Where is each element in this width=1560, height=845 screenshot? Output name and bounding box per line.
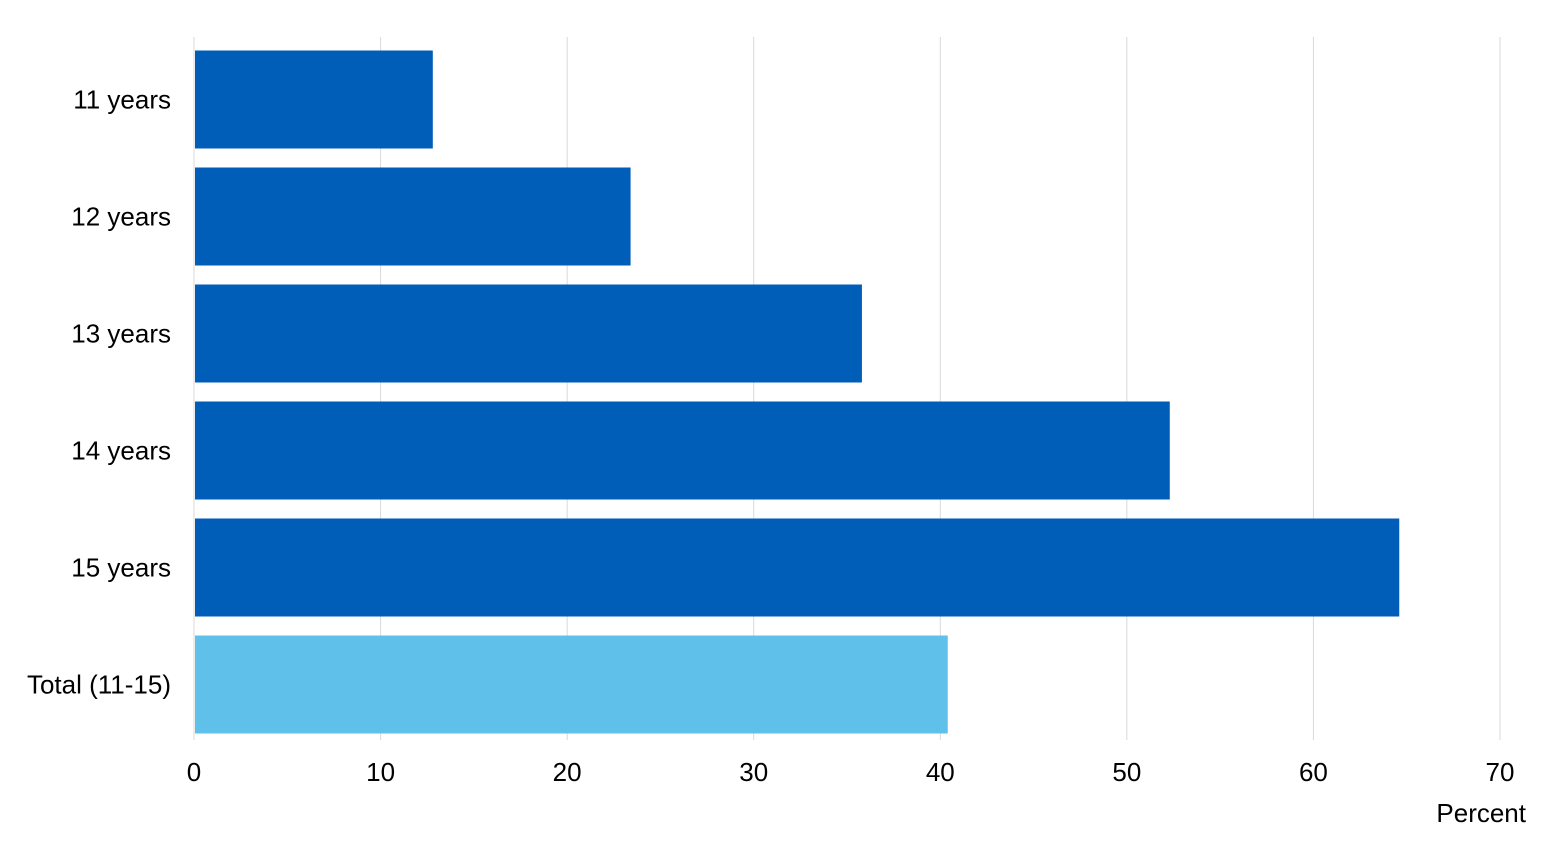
bars xyxy=(195,50,1400,734)
x-axis-title: Percent xyxy=(1436,798,1526,828)
category-label: Total (11-15) xyxy=(27,670,171,700)
bar xyxy=(195,518,1400,617)
x-tick-label: 40 xyxy=(926,757,955,787)
category-label: 11 years xyxy=(73,85,171,115)
category-label: 14 years xyxy=(71,436,171,466)
bar xyxy=(195,284,862,383)
x-tick-label: 10 xyxy=(366,757,395,787)
x-tick-label: 70 xyxy=(1486,757,1515,787)
gridlines xyxy=(193,37,1501,740)
bar xyxy=(195,167,631,266)
x-tick-labels: 0 10 20 30 40 50 60 70 xyxy=(187,757,1515,787)
x-tick-label: 30 xyxy=(739,757,768,787)
category-labels: 11 years 12 years 13 years 14 years 15 years… xyxy=(27,85,171,700)
category-label: 13 years xyxy=(71,319,171,349)
x-tick-label: 50 xyxy=(1112,757,1141,787)
bar xyxy=(195,50,433,149)
category-label: 12 years xyxy=(71,202,171,232)
bar xyxy=(195,401,1170,500)
bar xyxy=(195,635,948,734)
x-tick-label: 20 xyxy=(553,757,582,787)
category-label: 15 years xyxy=(71,553,171,583)
x-tick-label: 60 xyxy=(1299,757,1328,787)
x-tick-label: 0 xyxy=(187,757,201,787)
